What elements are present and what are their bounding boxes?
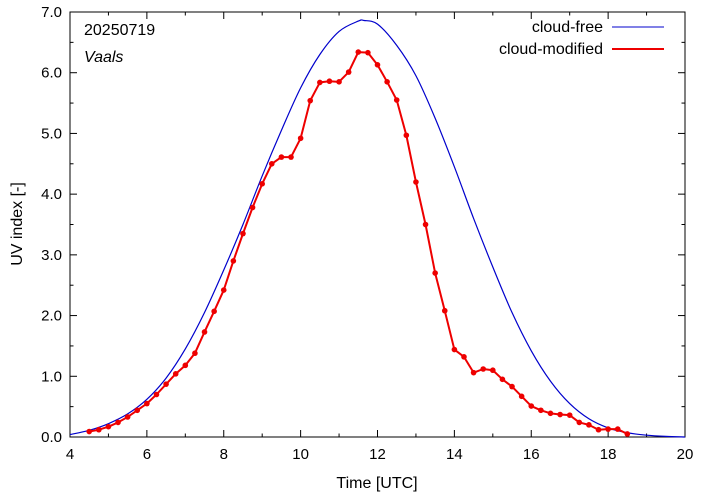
- point-cloud-modified-34: [413, 179, 419, 185]
- point-cloud-modified-51: [576, 419, 583, 426]
- point-cloud-modified-6: [144, 400, 150, 407]
- point-cloud-modified-37: [441, 307, 448, 314]
- point-cloud-modified-24: [317, 79, 323, 86]
- point-cloud-modified-28: [355, 49, 362, 55]
- y-tick-label-0: 0.0: [41, 429, 62, 446]
- point-cloud-modified-43: [499, 376, 506, 383]
- x-tick-label-5: 14: [446, 446, 463, 463]
- point-cloud-modified-44: [509, 383, 515, 390]
- plot-frame: [69, 11, 686, 438]
- point-cloud-modified-8: [163, 381, 169, 387]
- x-tick-label-6: 16: [523, 446, 540, 463]
- point-cloud-modified-26: [336, 79, 342, 85]
- point-cloud-modified-3: [115, 419, 121, 426]
- point-cloud-modified-46: [528, 403, 535, 409]
- x-axis-label: Time [UTC]: [336, 475, 417, 492]
- x-tick-label-8: 20: [677, 446, 694, 463]
- point-cloud-modified-1: [96, 426, 102, 433]
- y-tick-labels: 0.0 1.0 2.0 3.0 4.0 5.0 6.0 7.0: [41, 4, 62, 446]
- point-cloud-modified-40: [470, 369, 477, 376]
- legend-label-cloud-modified: cloud-modified: [499, 41, 603, 58]
- point-cloud-modified-9: [172, 371, 179, 377]
- point-cloud-modified-20: [278, 154, 285, 160]
- point-cloud-modified-4: [124, 414, 131, 420]
- point-cloud-modified-12: [201, 329, 208, 335]
- point-cloud-modified-49: [557, 411, 563, 418]
- point-cloud-modified-55: [614, 426, 621, 432]
- x-tick-label-4: 12: [369, 446, 386, 463]
- point-cloud-modified-15: [230, 258, 237, 264]
- point-cloud-modified-5: [134, 407, 141, 414]
- legend-label-cloud-free: cloud-free: [532, 19, 603, 36]
- series-layer: [69, 19, 686, 438]
- point-cloud-modified-30: [374, 62, 381, 68]
- point-cloud-modified-52: [586, 422, 592, 428]
- y-tick-label-5: 5.0: [41, 125, 62, 142]
- point-cloud-modified-10: [182, 362, 189, 369]
- point-cloud-modified-14: [220, 287, 227, 293]
- point-cloud-modified-42: [490, 367, 496, 374]
- point-cloud-modified-7: [153, 391, 160, 398]
- point-cloud-modified-38: [451, 346, 458, 353]
- x-tick-label-2: 8: [220, 446, 228, 463]
- annotation-location: Vaals: [84, 49, 123, 66]
- point-cloud-modified-16: [240, 230, 246, 237]
- x-tick-label-7: 18: [600, 446, 617, 463]
- point-cloud-modified-11: [192, 350, 198, 357]
- x-tick-label-3: 10: [292, 446, 309, 463]
- point-cloud-modified-33: [403, 132, 410, 139]
- point-cloud-modified-31: [384, 79, 390, 85]
- point-cloud-modified-54: [605, 426, 611, 432]
- y-tick-label-1: 1.0: [41, 368, 62, 385]
- point-cloud-modified-35: [422, 221, 429, 228]
- point-cloud-modified-48: [547, 410, 554, 417]
- y-tick-label-7: 7.0: [41, 4, 62, 21]
- legend: cloud-free cloud-modified: [499, 19, 664, 58]
- point-cloud-modified-23: [307, 97, 314, 104]
- y-tick-label-3: 3.0: [41, 247, 62, 264]
- x-tick-labels: 4 6 8 10 12 14 16 18 20: [66, 446, 694, 463]
- series-line-cloud-free: [69, 19, 686, 438]
- point-cloud-modified-47: [538, 407, 544, 414]
- y-tick-label-4: 4.0: [41, 186, 62, 203]
- y-tick-label-6: 6.0: [41, 65, 62, 82]
- point-cloud-modified-29: [365, 49, 371, 56]
- point-cloud-modified-50: [566, 412, 573, 418]
- point-cloud-modified-21: [288, 154, 294, 160]
- point-cloud-modified-39: [461, 354, 467, 360]
- point-cloud-modified-32: [393, 97, 400, 103]
- point-cloud-modified-2: [105, 423, 112, 430]
- point-cloud-modified-25: [326, 78, 333, 85]
- point-cloud-modified-36: [432, 270, 438, 276]
- point-cloud-modified-17: [249, 204, 256, 211]
- annotation-date: 20250719: [84, 22, 155, 39]
- point-cloud-modified-56: [624, 431, 631, 437]
- x-tick-label-0: 4: [66, 446, 74, 463]
- point-cloud-modified-19: [268, 160, 275, 167]
- point-cloud-modified-53: [595, 426, 602, 433]
- point-cloud-modified-13: [211, 308, 217, 315]
- point-cloud-modified-22: [297, 135, 304, 142]
- x-tick-label-1: 6: [143, 446, 151, 463]
- point-cloud-modified-27: [345, 69, 352, 75]
- point-cloud-modified-18: [259, 181, 265, 187]
- point-cloud-modified-41: [480, 366, 487, 372]
- point-cloud-modified-0: [86, 428, 93, 435]
- point-cloud-modified-45: [518, 393, 525, 400]
- axis-ticks: [69, 11, 686, 438]
- y-axis-label: UV index [-]: [9, 182, 26, 266]
- y-tick-label-2: 2.0: [41, 308, 62, 325]
